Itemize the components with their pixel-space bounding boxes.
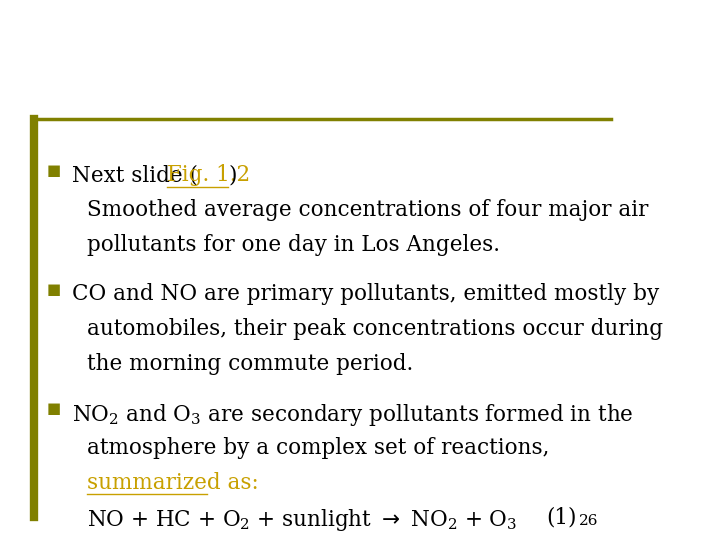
Text: ■: ■ xyxy=(47,164,61,178)
Text: NO + HC + $\mathregular{O_2}$ + sunlight $\rightarrow$ $\mathregular{NO_2}$ + $\: NO + HC + $\mathregular{O_2}$ + sunlight… xyxy=(87,507,518,532)
Text: pollutants for one day in Los Angeles.: pollutants for one day in Los Angeles. xyxy=(87,234,500,256)
Text: ■: ■ xyxy=(47,283,61,297)
Text: Fig. 1.2: Fig. 1.2 xyxy=(166,164,250,186)
Text: the morning commute period.: the morning commute period. xyxy=(87,353,413,375)
Text: automobiles, their peak concentrations occur during: automobiles, their peak concentrations o… xyxy=(87,318,663,340)
Text: ): ) xyxy=(228,164,237,186)
Text: summarized as:: summarized as: xyxy=(87,471,259,494)
Text: $\mathregular{NO_2}$ and $\mathregular{O_3}$ are secondary pollutants formed in : $\mathregular{NO_2}$ and $\mathregular{O… xyxy=(72,402,634,428)
Text: (1): (1) xyxy=(546,507,576,529)
Text: 26: 26 xyxy=(580,514,599,528)
Text: Smoothed average concentrations of four major air: Smoothed average concentrations of four … xyxy=(87,199,649,221)
Text: CO and NO are primary pollutants, emitted mostly by: CO and NO are primary pollutants, emitte… xyxy=(72,283,659,305)
Text: Next slide (: Next slide ( xyxy=(72,164,197,186)
Text: ■: ■ xyxy=(47,402,61,415)
Text: atmosphere by a complex set of reactions,: atmosphere by a complex set of reactions… xyxy=(87,436,549,458)
